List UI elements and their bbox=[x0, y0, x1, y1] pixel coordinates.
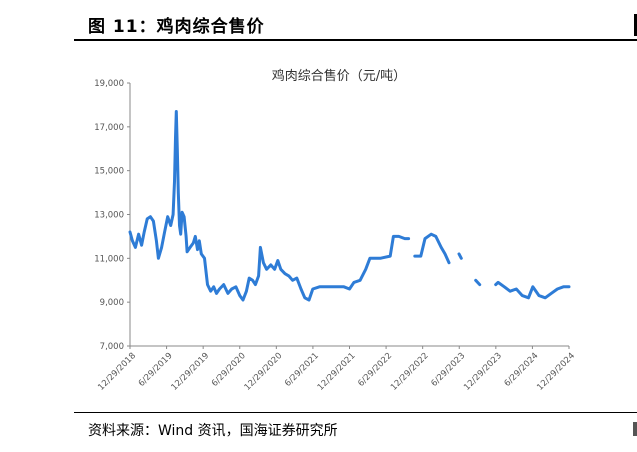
y-tick-label: 15,000 bbox=[94, 167, 124, 177]
series-line bbox=[413, 232, 451, 265]
chart-title: 鸡肉综合售价（元/吨） bbox=[272, 68, 406, 84]
y-tick-label: 17,000 bbox=[94, 123, 124, 133]
y-tick-label: 7,000 bbox=[100, 342, 124, 352]
header-rule bbox=[74, 39, 637, 41]
x-tick-label: 6/29/2020 bbox=[210, 351, 248, 389]
x-tick-label: 6/29/2019 bbox=[137, 351, 175, 389]
x-tick-label: 12/29/2020 bbox=[243, 351, 285, 393]
x-tick-label: 6/29/2021 bbox=[283, 351, 321, 389]
series-line bbox=[494, 280, 571, 300]
footer-rule bbox=[74, 412, 637, 413]
y-tick-label: 13,000 bbox=[94, 211, 124, 221]
x-tick-label: 12/29/2024 bbox=[535, 351, 577, 393]
line-chart: 鸡肉综合售价（元/吨） 7,000 9,000 11,000 13,000 15,000… bbox=[94, 68, 577, 393]
x-tick-label: 12/29/2023 bbox=[462, 351, 504, 393]
source-note: 资料来源：Wind 资讯，国海证券研究所 bbox=[88, 423, 338, 439]
series-group bbox=[128, 110, 571, 302]
x-tick-label: 6/29/2023 bbox=[429, 351, 467, 389]
figure-title: 图 11：鸡肉综合售价 bbox=[88, 17, 265, 37]
x-ticks: 12/29/20186/29/201912/29/20196/29/202012… bbox=[96, 346, 577, 393]
x-tick-label: 12/29/2019 bbox=[170, 351, 212, 393]
edge-mark-bottom bbox=[633, 422, 637, 436]
figure-header: 图 11：鸡肉综合售价 bbox=[74, 8, 637, 41]
chart-container: 鸡肉综合售价（元/吨） 7,000 9,000 11,000 13,000 15,000… bbox=[74, 50, 637, 405]
series-line bbox=[474, 278, 482, 287]
y-tick-label: 19,000 bbox=[94, 79, 124, 89]
y-tick-label: 9,000 bbox=[100, 298, 124, 308]
y-tick-label: 11,000 bbox=[94, 254, 124, 264]
edge-mark bbox=[634, 14, 637, 36]
series-line bbox=[457, 252, 463, 260]
x-tick-label: 6/29/2022 bbox=[356, 351, 394, 389]
y-ticks: 7,000 9,000 11,000 13,000 15,000 17,000 19,000 bbox=[94, 79, 130, 352]
x-tick-label: 12/29/2018 bbox=[96, 351, 138, 393]
x-tick-label: 6/29/2024 bbox=[503, 351, 541, 389]
x-tick-label: 12/29/2022 bbox=[389, 351, 431, 393]
x-tick-label: 12/29/2021 bbox=[316, 351, 358, 393]
series-line bbox=[128, 110, 411, 302]
